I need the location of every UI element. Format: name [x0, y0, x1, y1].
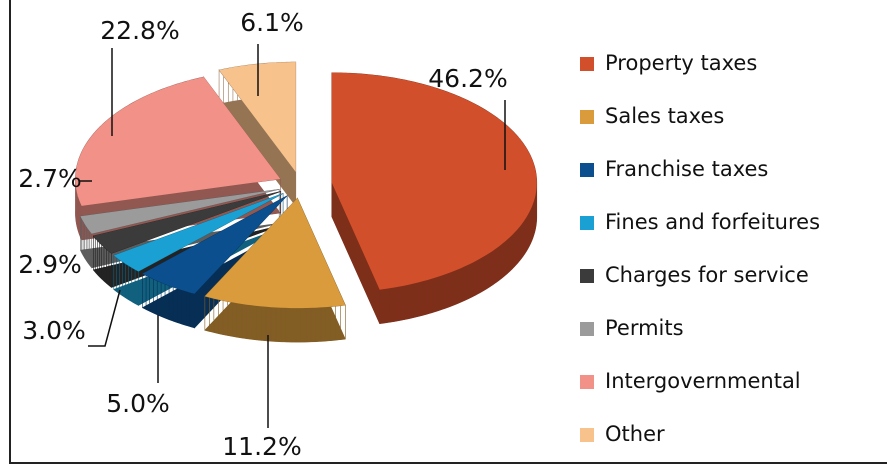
legend-swatch [580, 269, 594, 283]
legend: Property taxes Sales taxes Franchise taxes… [580, 51, 820, 446]
pie [75, 61, 538, 343]
slice [331, 72, 537, 290]
slice [113, 193, 284, 272]
legend-swatch [580, 163, 594, 177]
data-label: 11.2% [222, 432, 301, 461]
slice [75, 77, 281, 206]
legend-swatch [580, 216, 594, 230]
data-label: 2.9% [18, 250, 82, 279]
slice [80, 189, 280, 234]
slice [142, 195, 288, 294]
legend-label: Sales taxes [605, 104, 724, 128]
legend-label: Intergovernmental [605, 369, 801, 393]
data-label: 2.7% [18, 164, 82, 193]
data-label: 6.1% [240, 8, 304, 37]
legend-swatch [580, 322, 594, 336]
data-label: 5.0% [106, 389, 170, 418]
leader-line [88, 289, 121, 347]
legend-label: Franchise taxes [605, 157, 768, 181]
data-label: 46.2% [428, 64, 507, 93]
legend-label: Fines and forfeitures [605, 210, 820, 234]
legend-label: Permits [605, 316, 684, 340]
data-label: 22.8% [100, 16, 179, 45]
legend-label: Property taxes [605, 51, 757, 75]
legend-swatch [580, 375, 594, 389]
legend-swatch [580, 110, 594, 124]
legend-swatch [580, 428, 594, 442]
data-label: 3.0% [22, 316, 86, 345]
legend-swatch [580, 57, 594, 71]
slice [219, 62, 296, 172]
legend-label: Other [605, 422, 665, 446]
frame [9, 0, 887, 464]
slice [204, 198, 346, 309]
legend-label: Charges for service [605, 263, 809, 287]
slice [93, 191, 281, 254]
data-labels: 46.2% 11.2% 5.0% 3.0% 2.9% 2.7% 22.8% 6.1% [18, 8, 507, 461]
